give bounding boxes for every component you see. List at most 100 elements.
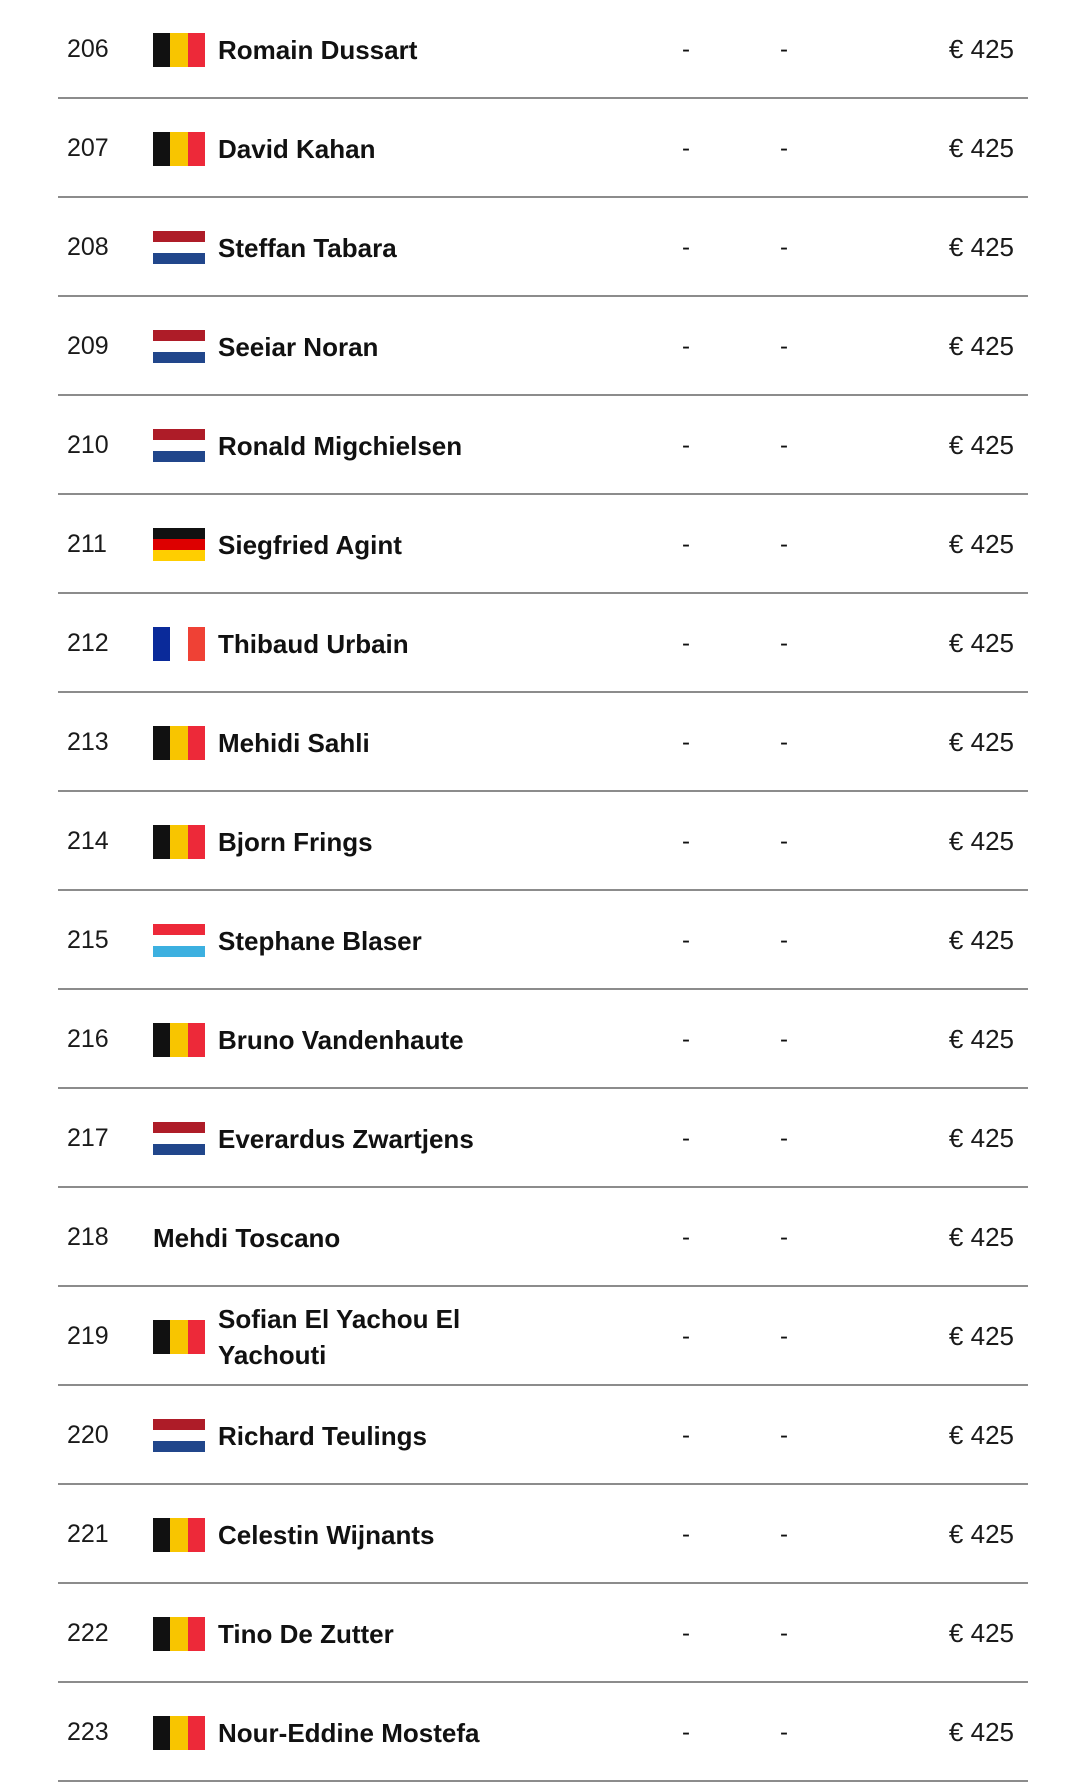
rank-cell: 210 <box>67 431 109 459</box>
table-row: 214 Bjorn Frings - - € 425 <box>58 792 1028 891</box>
player-cell: Bruno Vandenhaute <box>153 990 464 1089</box>
rank-cell: 220 <box>67 1421 109 1449</box>
stat-cell-2: - <box>780 1125 788 1152</box>
player-name[interactable]: Siegfried Agint <box>218 529 402 560</box>
player-cell: Bjorn Frings <box>153 792 373 891</box>
player-cell: David Kahan <box>153 99 376 198</box>
stat-cell-2: - <box>780 927 788 954</box>
table-row: 210 Ronald Migchielsen - - € 425 <box>58 396 1028 495</box>
flag-be-icon <box>153 131 205 166</box>
stat-cell-1: - <box>682 1323 690 1350</box>
stat-cell-1: - <box>682 1521 690 1548</box>
stat-cell-1: - <box>682 1620 690 1647</box>
player-cell: Thibaud Urbain <box>153 594 409 693</box>
player-name[interactable]: Celestin Wijnants <box>218 1519 435 1550</box>
stat-cell-2: - <box>780 1323 788 1350</box>
stat-cell-2: - <box>780 234 788 261</box>
rank-cell: 207 <box>67 134 109 162</box>
rank-cell: 215 <box>67 926 109 954</box>
player-name[interactable]: Bruno Vandenhaute <box>218 1024 464 1055</box>
prize-cell: € 425 <box>948 628 1014 658</box>
flag-nl-icon <box>153 329 205 364</box>
stat-cell-1: - <box>682 36 690 63</box>
flag-be-icon <box>153 1022 205 1057</box>
player-cell: Siegfried Agint <box>153 495 402 594</box>
player-cell: Richard Teulings <box>153 1386 427 1485</box>
stat-cell-1: - <box>682 1224 690 1251</box>
stat-cell-2: - <box>780 36 788 63</box>
rank-cell: 208 <box>67 233 109 261</box>
player-cell: Sofian El Yachou El Yachouti <box>153 1287 498 1386</box>
rank-cell: 211 <box>67 530 107 558</box>
player-name[interactable]: Seeiar Noran <box>218 331 379 362</box>
stat-cell-1: - <box>682 1026 690 1053</box>
stat-cell-2: - <box>780 432 788 459</box>
player-name[interactable]: Thibaud Urbain <box>218 628 409 659</box>
stat-cell-2: - <box>780 1521 788 1548</box>
table-row: 217 Everardus Zwartjens - - € 425 <box>58 1089 1028 1188</box>
stat-cell-1: - <box>682 234 690 261</box>
stat-cell-1: - <box>682 1719 690 1746</box>
player-cell: Mehdi Toscano <box>153 1188 340 1287</box>
stat-cell-2: - <box>780 1224 788 1251</box>
player-name[interactable]: Ronald Migchielsen <box>218 430 463 461</box>
player-name[interactable]: David Kahan <box>218 133 376 164</box>
stat-cell-1: - <box>682 432 690 459</box>
table-row: 222 Tino De Zutter - - € 425 <box>58 1584 1028 1683</box>
player-cell: Ronald Migchielsen <box>153 396 462 495</box>
table-row: 216 Bruno Vandenhaute - - € 425 <box>58 990 1028 1089</box>
player-name[interactable]: Mehidi Sahli <box>218 727 370 758</box>
prize-cell: € 425 <box>948 1222 1014 1252</box>
prize-cell: € 425 <box>948 430 1014 460</box>
player-name[interactable]: Tino De Zutter <box>218 1618 394 1649</box>
player-cell: Stephane Blaser <box>153 891 422 990</box>
stat-cell-2: - <box>780 1026 788 1053</box>
player-cell: Celestin Wijnants <box>153 1485 434 1584</box>
player-cell: Tino De Zutter <box>153 1584 394 1683</box>
player-name[interactable]: Mehdi Toscano <box>153 1222 341 1253</box>
flag-be-icon <box>153 32 205 67</box>
table-row: 212 Thibaud Urbain - - € 425 <box>58 594 1028 693</box>
table-row: 209 Seeiar Noran - - € 425 <box>58 297 1028 396</box>
rank-cell: 213 <box>67 728 109 756</box>
stat-cell-2: - <box>780 1422 788 1449</box>
player-name[interactable]: Bjorn Frings <box>218 826 373 857</box>
stat-cell-2: - <box>780 1719 788 1746</box>
player-cell: Steffan Tabara <box>153 198 397 297</box>
flag-lu-icon <box>153 923 205 958</box>
stat-cell-1: - <box>682 1422 690 1449</box>
player-name[interactable]: Richard Teulings <box>218 1420 427 1451</box>
stat-cell-1: - <box>682 927 690 954</box>
table-row: 208 Steffan Tabara - - € 425 <box>58 198 1028 297</box>
prize-cell: € 425 <box>948 1618 1014 1648</box>
rank-cell: 212 <box>67 629 109 657</box>
rank-cell: 216 <box>67 1025 109 1053</box>
prize-cell: € 425 <box>948 1519 1014 1549</box>
prize-cell: € 425 <box>948 34 1014 64</box>
player-name[interactable]: Romain Dussart <box>218 34 418 65</box>
prize-cell: € 425 <box>948 826 1014 856</box>
rank-cell: 209 <box>67 332 109 360</box>
rank-cell: 223 <box>67 1718 109 1746</box>
table-row: 206 Romain Dussart - - € 425 <box>58 0 1028 99</box>
rank-cell: 222 <box>67 1619 109 1647</box>
table-row: 223 Nour-Eddine Mostefa - - € 425 <box>58 1683 1028 1782</box>
player-name[interactable]: Steffan Tabara <box>218 232 397 263</box>
prize-cell: € 425 <box>948 1024 1014 1054</box>
player-name[interactable]: Sofian El Yachou El Yachouti <box>218 1303 461 1370</box>
stat-cell-2: - <box>780 333 788 360</box>
stat-cell-1: - <box>682 729 690 756</box>
flag-nl-icon <box>153 1121 205 1156</box>
flag-be-icon <box>153 1715 205 1750</box>
player-name[interactable]: Everardus Zwartjens <box>218 1123 474 1154</box>
prize-cell: € 425 <box>948 1123 1014 1153</box>
rank-cell: 218 <box>67 1223 109 1251</box>
player-name[interactable]: Nour-Eddine Mostefa <box>218 1717 480 1748</box>
flag-be-icon <box>153 1517 205 1552</box>
player-name[interactable]: Stephane Blaser <box>218 925 422 956</box>
flag-nl-icon <box>153 428 205 463</box>
table-row: 220 Richard Teulings - - € 425 <box>58 1386 1028 1485</box>
prize-cell: € 425 <box>948 925 1014 955</box>
prize-cell: € 425 <box>948 1321 1014 1351</box>
flag-de-icon <box>153 527 205 562</box>
